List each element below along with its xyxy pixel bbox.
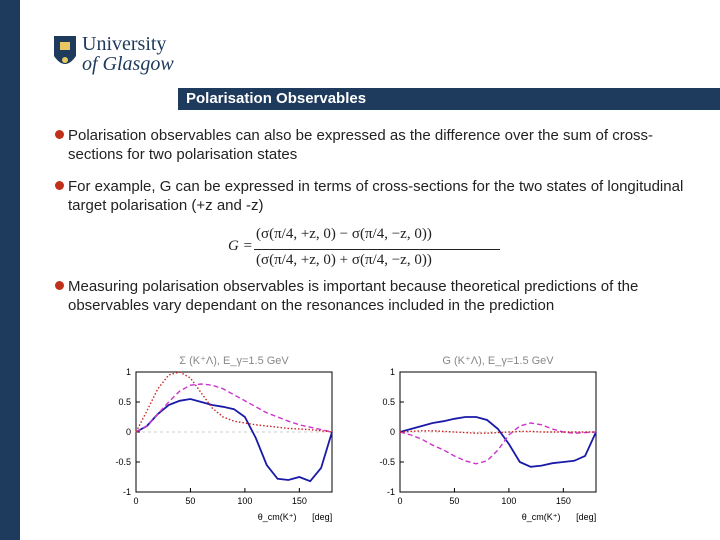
series-line-dotted <box>399 430 596 434</box>
y-tick-label: 1 <box>390 367 395 377</box>
university-name: University of Glasgow <box>82 34 174 74</box>
bullet-item: Measuring polarisation observables is im… <box>52 277 702 315</box>
x-tick-label: 0 <box>397 496 402 506</box>
x-tick-label: 150 <box>556 496 571 506</box>
university-crest-logo <box>54 36 76 64</box>
y-tick-label: 0.5 <box>382 397 395 407</box>
y-tick-label: 1 <box>126 367 131 377</box>
x-tick-label: 100 <box>237 496 252 506</box>
y-tick-label: -0.5 <box>379 457 395 467</box>
bullet-item: Polarisation observables can also be exp… <box>52 126 702 164</box>
g-formula: G = (σ(π/4, +z, 0) − σ(π/4, −z, 0)) (σ(π… <box>228 226 508 274</box>
x-tick-label: 50 <box>185 496 195 506</box>
series-line-dashed <box>135 383 333 433</box>
bullet-list: Polarisation observables can also be exp… <box>52 126 702 328</box>
university-line2: of Glasgow <box>82 53 174 75</box>
x-tick-label: 150 <box>292 496 307 506</box>
bullet-text: Measuring polarisation observables is im… <box>68 278 639 314</box>
x-tick-label: 100 <box>501 496 516 506</box>
formula-denominator: (σ(π/4, +z, 0) + σ(π/4, −z, 0)) <box>256 252 432 268</box>
series-line-dashed <box>399 422 597 465</box>
bullet-dot-icon <box>55 281 64 290</box>
x-axis-unit: [deg] <box>312 512 332 522</box>
bullet-text: Polarisation observables can also be exp… <box>68 127 654 163</box>
y-tick-label: 0 <box>390 427 395 437</box>
y-tick-label: -0.5 <box>115 457 131 467</box>
bullet-dot-icon <box>55 181 64 190</box>
slide-title: Polarisation Observables <box>186 90 367 107</box>
x-tick-label: 0 <box>133 496 138 506</box>
y-tick-label: -1 <box>387 487 395 497</box>
formula-numerator: (σ(π/4, +z, 0) − σ(π/4, −z, 0)) <box>256 226 432 242</box>
x-axis-unit: [deg] <box>576 512 596 522</box>
title-bar <box>178 88 720 110</box>
bullet-text: For example, G can be expressed in terms… <box>68 178 684 214</box>
series-line-dotted <box>135 371 333 433</box>
bullet-item: For example, G can be expressed in terms… <box>52 177 702 215</box>
y-tick-label: 0.5 <box>118 397 131 407</box>
series-line-solid <box>399 416 597 468</box>
bullet-dot-icon <box>55 130 64 139</box>
chart-title: Σ (K⁺Λ), E_γ=1.5 GeV <box>179 355 289 367</box>
x-axis-label: θ_cm(K⁺) <box>522 512 561 522</box>
formula-lhs: G = <box>228 238 253 254</box>
y-tick-label: -1 <box>123 487 131 497</box>
x-tick-label: 50 <box>449 496 459 506</box>
y-tick-label: 0 <box>126 427 131 437</box>
university-line1: University <box>82 33 167 55</box>
fraction-line <box>254 249 500 250</box>
chart-title: G (K⁺Λ), E_γ=1.5 GeV <box>442 355 554 367</box>
series-line-solid <box>135 398 333 483</box>
left-accent-bar <box>0 0 20 540</box>
x-axis-label: θ_cm(K⁺) <box>258 512 297 522</box>
